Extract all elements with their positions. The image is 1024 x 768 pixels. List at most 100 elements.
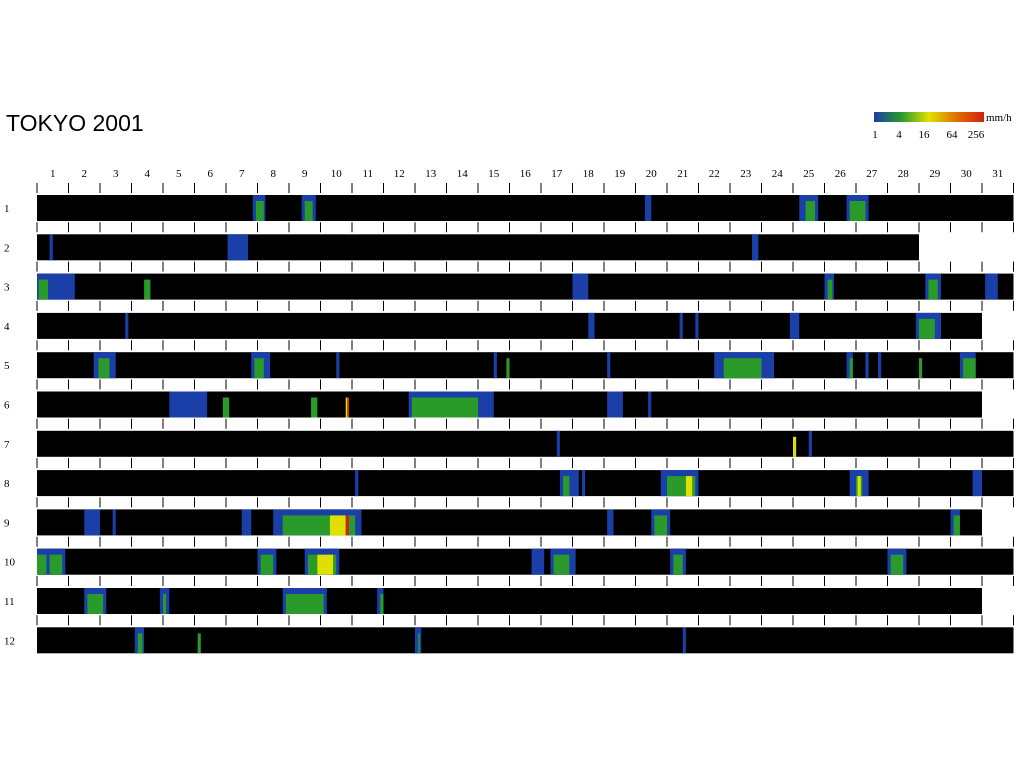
rain-mark — [572, 273, 589, 300]
day-label: 24 — [772, 168, 784, 180]
rain-mark — [311, 397, 318, 418]
rain-mark — [679, 312, 683, 339]
rain-mark — [654, 515, 667, 536]
rain-mark — [648, 391, 652, 418]
rain-mark — [752, 234, 759, 261]
rain-mark — [254, 358, 264, 379]
rain-mark — [112, 509, 116, 536]
rain-mark — [865, 352, 869, 379]
month-row: 10 — [4, 536, 1014, 575]
rain-mark — [506, 358, 510, 379]
month-row: 8 — [4, 458, 1014, 497]
rain-mark — [607, 352, 611, 379]
rain-mark — [98, 358, 110, 379]
month-label: 7 — [4, 439, 10, 451]
month-bar — [37, 273, 1014, 300]
rain-mark — [255, 201, 264, 221]
day-label: 10 — [331, 168, 343, 180]
rain-mark — [222, 397, 230, 418]
rain-mark — [685, 476, 693, 497]
month-label: 3 — [4, 282, 10, 294]
day-label: 30 — [961, 168, 973, 180]
month-bar — [37, 509, 982, 536]
day-label: 11 — [362, 168, 373, 180]
rain-mark — [890, 554, 904, 575]
legend: mm/h 1 4 16 64 256 — [872, 112, 1012, 141]
month-row: 3 — [4, 261, 1014, 300]
month-label: 11 — [4, 596, 15, 608]
rain-mark — [805, 201, 816, 221]
rain-mark — [953, 515, 960, 536]
rain-mark — [38, 279, 49, 300]
day-label: 14 — [457, 168, 469, 180]
rain-mark — [723, 358, 762, 379]
month-row: 2 — [4, 222, 1014, 261]
rain-mark — [137, 633, 143, 654]
day-label: 16 — [520, 168, 532, 180]
rain-mark — [928, 279, 938, 300]
day-label: 4 — [145, 168, 151, 180]
rain-mark — [37, 554, 47, 575]
rain-mark — [553, 554, 570, 575]
rain-mark — [87, 594, 104, 614]
rain-mark — [695, 312, 699, 339]
rain-mark — [808, 430, 812, 457]
month-label: 10 — [4, 557, 16, 569]
day-label: 2 — [82, 168, 88, 180]
rain-mark — [329, 515, 346, 536]
day-label: 1 — [50, 168, 56, 180]
day-label: 5 — [176, 168, 182, 180]
month-row: 4 — [4, 300, 1014, 339]
rain-mark — [919, 318, 935, 339]
day-label: 20 — [646, 168, 658, 180]
rain-mark — [607, 509, 614, 536]
month-row: 11 — [4, 576, 1014, 614]
rain-mark — [531, 548, 545, 575]
day-label: 7 — [239, 168, 245, 180]
legend-tick-label: 256 — [968, 129, 985, 141]
rain-mark — [125, 312, 129, 339]
month-row: 1 — [4, 183, 1014, 221]
day-label: 22 — [709, 168, 720, 180]
month-bar — [37, 588, 982, 614]
rain-mark — [556, 430, 560, 457]
day-label: 15 — [488, 168, 500, 180]
rain-mark — [304, 201, 313, 221]
day-label: 28 — [898, 168, 910, 180]
month-label: 4 — [4, 321, 10, 333]
month-bar — [37, 234, 919, 261]
rain-mark — [493, 352, 497, 379]
month-label: 2 — [4, 242, 10, 254]
rain-mark — [336, 352, 340, 379]
rain-mark — [849, 358, 853, 379]
day-label: 17 — [551, 168, 563, 180]
month-bar — [37, 312, 982, 339]
month-bar — [37, 430, 1014, 457]
day-axis: 1 2 3 4 5 6 7 8 9 10 11 12 13 14 15 16 17 18 19 20 21 22 23 24 2… — [50, 168, 1003, 180]
rain-mark — [846, 352, 853, 379]
rain-mark — [411, 397, 478, 418]
legend-tick-label: 4 — [896, 129, 902, 141]
day-label: 9 — [302, 168, 308, 180]
rain-mark — [197, 633, 201, 654]
rain-mark — [144, 279, 151, 300]
rain-mark — [241, 509, 252, 536]
rain-mark — [559, 470, 579, 497]
legend-unit: mm/h — [986, 112, 1012, 124]
rain-mark — [418, 633, 420, 654]
day-label: 23 — [740, 168, 752, 180]
day-label: 26 — [835, 168, 847, 180]
day-label: 25 — [803, 168, 815, 180]
legend-tick-label: 1 — [872, 129, 878, 141]
month-label: 1 — [4, 203, 10, 215]
rain-mark — [644, 195, 652, 221]
day-label: 6 — [208, 168, 214, 180]
rain-mark — [972, 470, 982, 497]
month-row: 6 — [4, 379, 1014, 418]
rain-mark — [345, 515, 349, 536]
rain-mark — [849, 201, 866, 221]
day-label: 31 — [992, 168, 1003, 180]
month-label: 12 — [4, 635, 15, 647]
rain-mark — [793, 436, 797, 457]
